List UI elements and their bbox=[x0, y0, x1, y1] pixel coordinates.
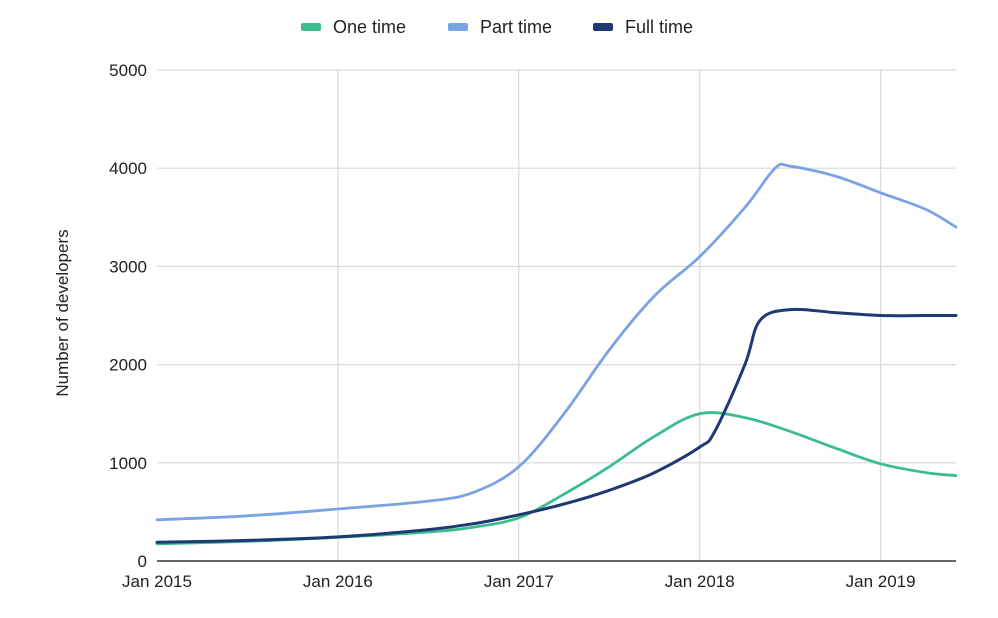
legend-swatch-full-time bbox=[593, 23, 613, 31]
legend-label-full-time: Full time bbox=[625, 17, 693, 37]
x-tick-label: Jan 2016 bbox=[303, 572, 373, 591]
y-tick-label: 4000 bbox=[109, 159, 147, 178]
y-tick-label: 5000 bbox=[109, 61, 147, 80]
legend: One time Part time Full time bbox=[301, 17, 693, 37]
series-lines bbox=[155, 162, 958, 546]
series-line-one-time bbox=[155, 411, 958, 546]
series-line-full-time bbox=[155, 307, 958, 544]
legend-swatch-part-time bbox=[448, 23, 468, 31]
legend-label-one-time: One time bbox=[333, 17, 406, 37]
series-line-part-time bbox=[155, 162, 958, 522]
legend-swatch-one-time bbox=[301, 23, 321, 31]
x-tick-label: Jan 2015 bbox=[122, 572, 192, 591]
y-tick-label: 2000 bbox=[109, 356, 147, 375]
y-axis-title: Number of developers bbox=[53, 229, 72, 396]
x-tick-label: Jan 2018 bbox=[665, 572, 735, 591]
y-tick-label: 1000 bbox=[109, 454, 147, 473]
y-tick-label: 3000 bbox=[109, 257, 147, 276]
legend-label-part-time: Part time bbox=[480, 17, 552, 37]
x-tick-label: Jan 2017 bbox=[484, 572, 554, 591]
axes: 0 1000 2000 3000 4000 5000 Jan 2015 Jan 2016 Jan… bbox=[109, 61, 956, 591]
x-tick-label: Jan 2019 bbox=[846, 572, 916, 591]
y-tick-label: 0 bbox=[138, 552, 147, 571]
grid bbox=[157, 69, 956, 561]
